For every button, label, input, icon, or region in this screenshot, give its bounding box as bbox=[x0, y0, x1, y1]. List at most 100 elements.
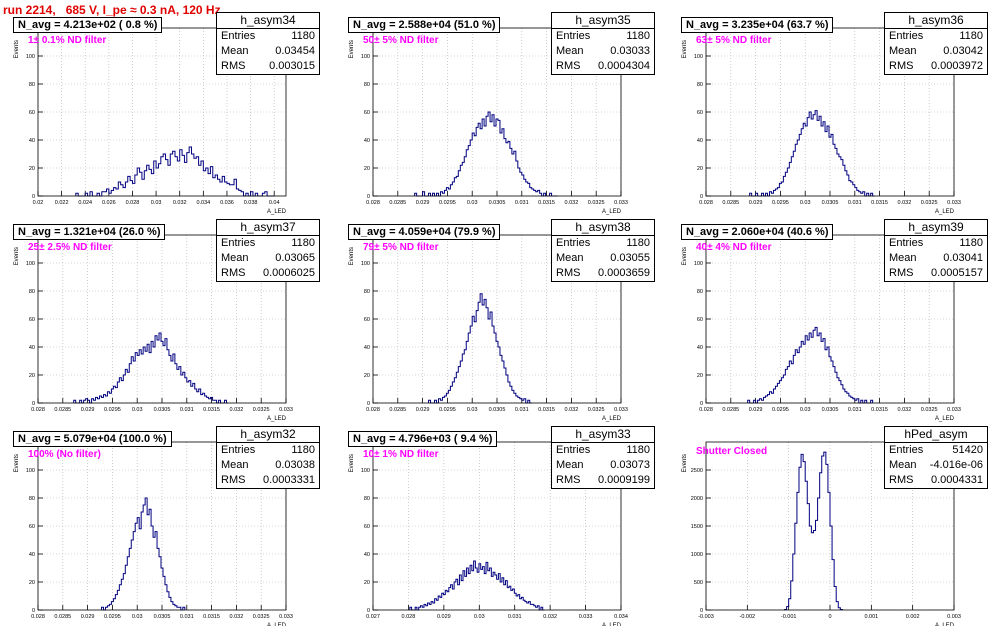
x-tick-label: 0.0285 bbox=[54, 407, 71, 413]
stats-value: -4.016e-06 bbox=[929, 459, 983, 471]
stats-label: Mean bbox=[889, 45, 917, 57]
stats-value: 1180 bbox=[959, 237, 983, 249]
x-tick-label: 0.0295 bbox=[439, 407, 456, 413]
x-tick-label: 0.03 bbox=[800, 200, 811, 206]
x-axis-label: A_LED bbox=[267, 416, 287, 422]
x-tick-label: 0.0325 bbox=[588, 200, 605, 206]
x-tick-label: 0.031 bbox=[515, 200, 529, 206]
stats-title: h_asym37 bbox=[217, 220, 319, 236]
stats-row-mean: Mean 0.03065 bbox=[217, 251, 319, 266]
y-tick-label: 0 bbox=[367, 401, 370, 407]
x-tick-label: 0.001 bbox=[864, 614, 878, 620]
y-axis-label: Events bbox=[682, 454, 688, 472]
plot-frame bbox=[705, 441, 955, 611]
x-tick-label: 0.03 bbox=[132, 407, 143, 413]
stats-row-rms: RMS 0.0003972 bbox=[885, 59, 987, 74]
x-axis-label: A_LED bbox=[935, 209, 955, 215]
x-tick-label: 0.0325 bbox=[253, 614, 270, 620]
y-tick-label: 20 bbox=[29, 373, 35, 379]
stats-label: Mean bbox=[889, 252, 917, 264]
n-avg-label: N_avg = 1.321e+04 (26.0 %) bbox=[13, 224, 166, 240]
stats-label: RMS bbox=[556, 60, 581, 72]
x-tick-label: 0.034 bbox=[196, 200, 210, 206]
y-tick-label: 100 bbox=[361, 468, 370, 474]
stats-row-entries: Entries 1180 bbox=[552, 29, 654, 44]
histogram-panel-h_asym39: 0.028 0.0285 0.029 0.0295 0.03 0.0305 0.031 0.0… bbox=[668, 219, 990, 422]
y-tick-label: 40 bbox=[697, 138, 703, 144]
y-tick-label: 80 bbox=[364, 289, 370, 295]
x-tick-label: 0.03 bbox=[467, 407, 478, 413]
x-tick-label: 0.033 bbox=[279, 407, 293, 413]
x-tick-label: 0.029 bbox=[416, 407, 430, 413]
stats-value: 51420 bbox=[952, 444, 983, 456]
stats-label: Mean bbox=[221, 252, 249, 264]
stats-row-rms: RMS 0.0003331 bbox=[217, 473, 319, 488]
y-tick-label: 40 bbox=[29, 552, 35, 558]
y-tick-label: 60 bbox=[364, 110, 370, 116]
n-avg-label: N_avg = 5.079e+04 (100.0 %) bbox=[13, 431, 172, 447]
y-tick-label: 0 bbox=[32, 194, 35, 200]
stats-value: 0.0004304 bbox=[598, 60, 650, 72]
x-tick-label: 0.029 bbox=[81, 407, 95, 413]
y-tick-label: 1500 bbox=[691, 524, 703, 530]
y-tick-label: 60 bbox=[29, 524, 35, 530]
histogram-panel-h_asym33: 0.027 0.028 0.029 0.03 0.031 0.032 0.033 0.034 0… bbox=[335, 426, 657, 626]
y-tick-label: 2500 bbox=[691, 468, 703, 474]
x-tick-label: 0.0315 bbox=[871, 200, 888, 206]
x-tick-label: 0.032 bbox=[230, 407, 244, 413]
histogram-line bbox=[428, 293, 532, 404]
histogram-line bbox=[100, 497, 186, 611]
x-tick-label: 0.03 bbox=[132, 614, 143, 620]
x-tick-label: 0.0305 bbox=[489, 407, 506, 413]
stats-label: RMS bbox=[556, 267, 581, 279]
stats-value: 0.0003331 bbox=[263, 474, 315, 486]
x-tick-label: 0.028 bbox=[31, 614, 45, 620]
filter-note: 1± 0.1% ND filter bbox=[28, 35, 107, 46]
histogram-panel-h_asym37: 0.028 0.0285 0.029 0.0295 0.03 0.0305 0.031 0.0… bbox=[0, 219, 322, 422]
x-tick-label: 0.04 bbox=[269, 200, 280, 206]
stats-label: Mean bbox=[221, 459, 249, 471]
x-tick-label: 0.02 bbox=[33, 200, 44, 206]
y-tick-label: 100 bbox=[26, 468, 35, 474]
stats-row-mean: Mean -4.016e-06 bbox=[885, 458, 987, 473]
x-tick-label: 0.0315 bbox=[203, 614, 220, 620]
x-tick-label: 0.0325 bbox=[921, 200, 938, 206]
stats-box: h_asym35 Entries 1180 Mean 0.03033 RMS 0.00043… bbox=[551, 12, 655, 75]
y-tick-label: 40 bbox=[29, 138, 35, 144]
y-tick-label: 20 bbox=[29, 580, 35, 586]
x-tick-label: -0.002 bbox=[740, 614, 756, 620]
stats-row-mean: Mean 0.03454 bbox=[217, 44, 319, 59]
stats-value: 0.0009199 bbox=[598, 474, 650, 486]
histogram-panel-h_asym36: 0.028 0.0285 0.029 0.0295 0.03 0.0305 0.031 0.0… bbox=[668, 12, 990, 215]
x-tick-label: 0.0315 bbox=[871, 407, 888, 413]
stats-label: Entries bbox=[889, 237, 924, 249]
stats-label: Entries bbox=[221, 30, 256, 42]
n-avg-label: N_avg = 3.235e+04 (63.7 %) bbox=[681, 17, 834, 33]
x-tick-label: 0.033 bbox=[614, 407, 628, 413]
histogram-panel-hPed_asym: -0.003 -0.002 -0.001 0 0.001 0.002 0.003 0 500 10… bbox=[668, 426, 990, 626]
y-axis-label: Events bbox=[14, 454, 20, 472]
x-tick-label: 0.0325 bbox=[588, 407, 605, 413]
y-axis-label: Events bbox=[349, 454, 355, 472]
x-tick-label: 0.028 bbox=[366, 200, 380, 206]
x-tick-label: 0.0295 bbox=[772, 407, 789, 413]
y-tick-label: 80 bbox=[697, 289, 703, 295]
filter-note: 10± 1% ND filter bbox=[363, 449, 439, 460]
x-axis-label: A_LED bbox=[602, 416, 622, 422]
stats-row-entries: Entries 1180 bbox=[552, 443, 654, 458]
x-tick-label: 0.0315 bbox=[538, 200, 555, 206]
stats-row-entries: Entries 1180 bbox=[217, 443, 319, 458]
stats-row-rms: RMS 0.0006025 bbox=[217, 266, 319, 281]
stats-row-rms: RMS 0.0009199 bbox=[552, 473, 654, 488]
stats-box: hPed_asym Entries 51420 Mean -4.016e-06 RMS 0.… bbox=[884, 426, 988, 489]
filter-note: Shutter Closed bbox=[696, 446, 768, 457]
n-avg-label: N_avg = 2.060e+04 (40.6 %) bbox=[681, 224, 834, 240]
y-tick-label: 0 bbox=[367, 194, 370, 200]
x-tick-label: 0.031 bbox=[508, 614, 522, 620]
filter-note: 40± 4% ND filter bbox=[696, 242, 772, 253]
x-tick-label: 0.032 bbox=[230, 614, 244, 620]
x-tick-label: 0.0325 bbox=[921, 407, 938, 413]
y-tick-label: 20 bbox=[697, 166, 703, 172]
y-tick-label: 0 bbox=[32, 401, 35, 407]
y-tick-label: 60 bbox=[29, 110, 35, 116]
